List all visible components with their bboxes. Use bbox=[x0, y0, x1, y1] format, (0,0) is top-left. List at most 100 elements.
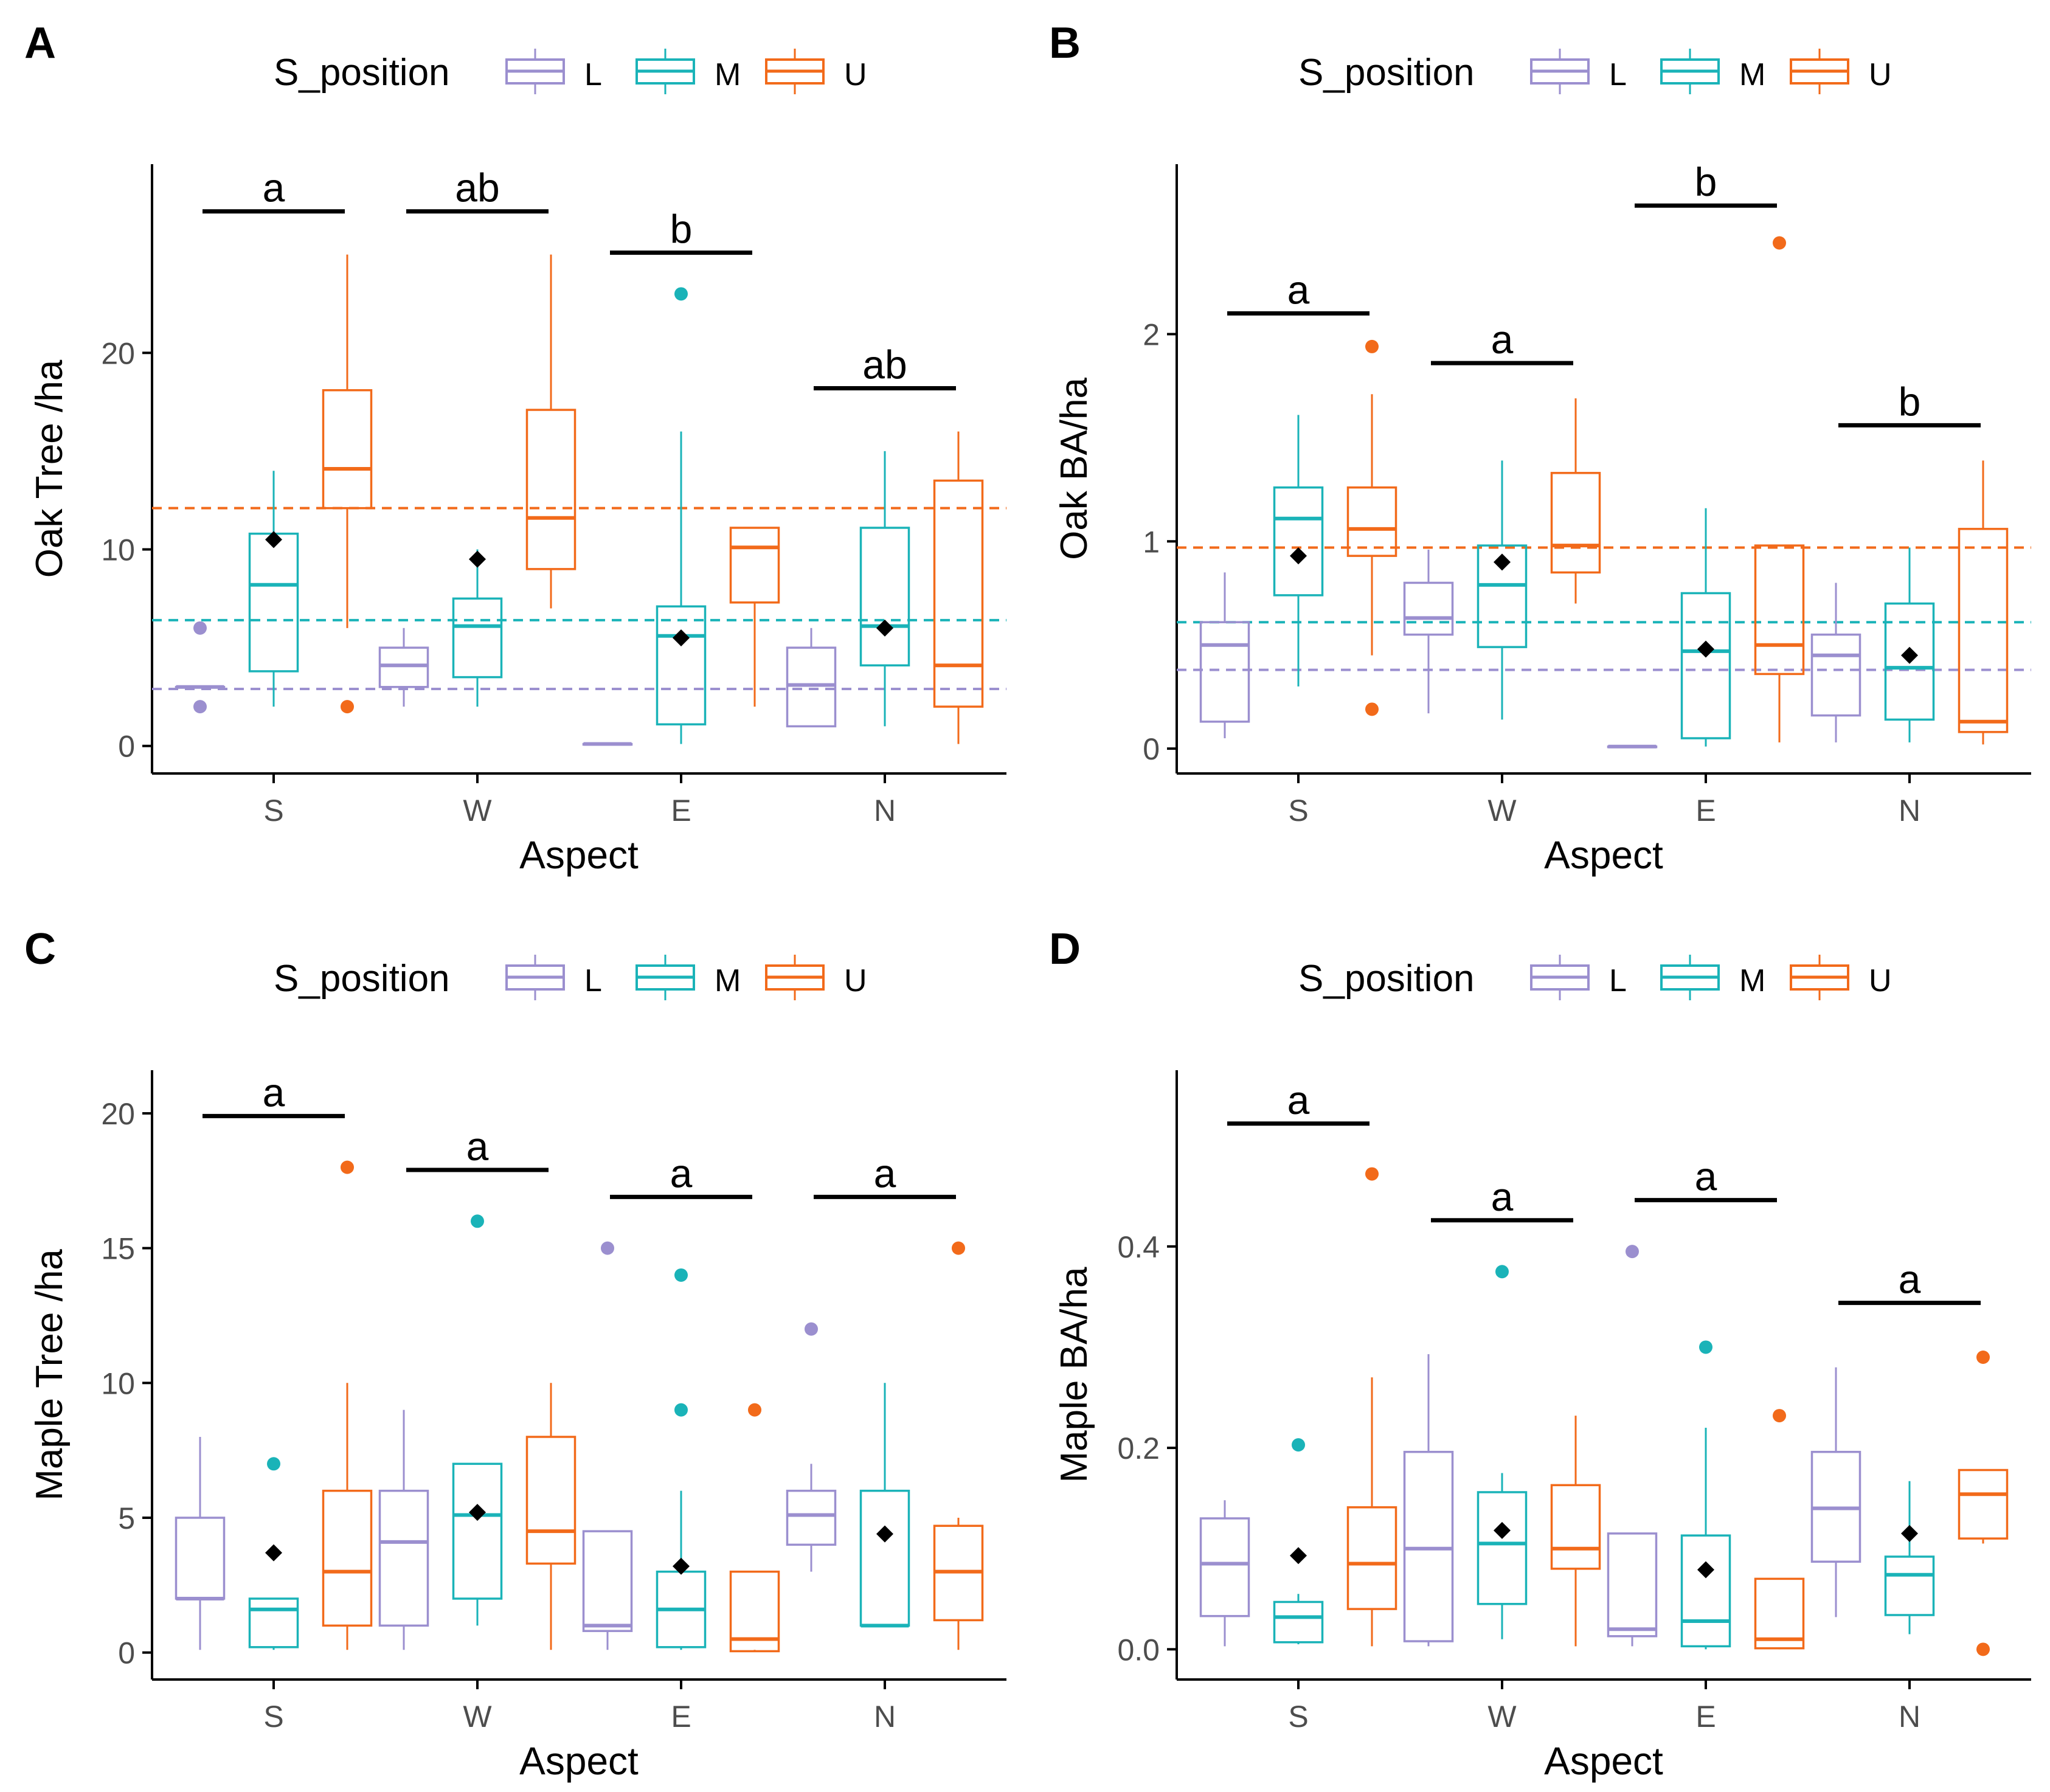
box-n-l bbox=[1810, 583, 1861, 742]
x-tick-label: N bbox=[874, 1700, 896, 1734]
panel-label: C bbox=[24, 925, 56, 974]
box-w-l bbox=[1403, 1354, 1454, 1647]
x-tick-label: S bbox=[263, 1700, 283, 1734]
legend-title: S_position bbox=[1298, 958, 1475, 1000]
box-w-m bbox=[452, 549, 503, 707]
outlier-point bbox=[748, 1403, 761, 1417]
box-n-u bbox=[933, 431, 984, 744]
box-body bbox=[1754, 544, 1805, 676]
box-body bbox=[1884, 602, 1935, 721]
box-s-l bbox=[175, 1436, 226, 1650]
x-tick-label: E bbox=[1695, 794, 1716, 828]
box-s-u bbox=[1346, 339, 1397, 716]
y-axis-title: Oak Tree /ha bbox=[29, 359, 71, 578]
x-tick-label: S bbox=[1288, 1700, 1308, 1734]
mean-marker-n bbox=[876, 619, 893, 637]
box-n-u bbox=[1958, 460, 2009, 745]
box-e-u bbox=[1754, 1409, 1805, 1650]
y-tick-label: 0 bbox=[118, 730, 135, 764]
significance-label: a bbox=[1287, 1078, 1310, 1123]
box-s-m bbox=[1273, 415, 1324, 687]
mean-marker-e bbox=[1697, 640, 1714, 658]
box-body bbox=[1346, 486, 1397, 557]
box-s-u bbox=[1346, 1167, 1397, 1647]
legend-label-l: L bbox=[584, 57, 602, 92]
box-w-m bbox=[452, 1214, 503, 1626]
x-tick-label: W bbox=[463, 1700, 492, 1734]
x-tick-label: N bbox=[874, 794, 896, 828]
legend-label-l: L bbox=[1609, 57, 1627, 92]
box-n-m bbox=[859, 1383, 910, 1628]
mean-marker-n bbox=[1901, 646, 1918, 664]
legend-title: S_position bbox=[1298, 52, 1475, 94]
panel-label: B bbox=[1049, 19, 1081, 67]
x-tick-label: W bbox=[463, 794, 492, 828]
outlier-point bbox=[805, 1322, 818, 1336]
y-axis-title: Maple Tree /ha bbox=[29, 1249, 71, 1501]
significance-label: a bbox=[874, 1150, 896, 1195]
box-body bbox=[378, 1489, 429, 1627]
legend-key-l: L bbox=[1530, 955, 1627, 1000]
mean-marker-w bbox=[1494, 1521, 1511, 1539]
x-tick-label: E bbox=[671, 794, 691, 828]
box-body bbox=[1680, 1534, 1731, 1648]
panel-d: D S_position L M U 0.0 0.2 0.4 S W E N Aspect Maple B… bbox=[1049, 925, 2031, 1783]
legend-key-u: U bbox=[1790, 955, 1892, 1000]
legend: S_position L M U bbox=[1298, 49, 1892, 94]
y-tick-label: 0.0 bbox=[1117, 1633, 1160, 1667]
box-w-l bbox=[378, 1410, 429, 1650]
box-body bbox=[1477, 1491, 1528, 1605]
x-tick-label: W bbox=[1487, 794, 1517, 828]
outlier-point bbox=[1976, 1351, 1990, 1365]
box-s-u bbox=[322, 254, 373, 714]
box-body bbox=[933, 479, 984, 708]
outlier-point bbox=[1626, 1245, 1639, 1259]
box-body bbox=[452, 1462, 503, 1600]
box-w-m bbox=[1477, 460, 1528, 720]
y-tick-label: 0.4 bbox=[1117, 1230, 1160, 1264]
outlier-point bbox=[341, 700, 354, 714]
box-w-u bbox=[1550, 398, 1601, 604]
box-body bbox=[1680, 592, 1731, 739]
mean-marker-s bbox=[1290, 547, 1307, 565]
box-body bbox=[1199, 1517, 1250, 1617]
x-tick-label: E bbox=[671, 1700, 691, 1734]
panel-c: C S_position L M U 0 5 10 15 20 S W E N Aspect Maple Tr… bbox=[24, 925, 1006, 1783]
box-body bbox=[1199, 621, 1250, 723]
box-body bbox=[175, 1517, 226, 1600]
box-body bbox=[1477, 544, 1528, 648]
outlier-point bbox=[1976, 1642, 1990, 1656]
box-body bbox=[322, 1489, 373, 1627]
significance-label: a bbox=[263, 165, 285, 210]
box-body bbox=[656, 605, 707, 725]
box-n-l bbox=[786, 628, 837, 728]
x-axis-title: Aspect bbox=[1544, 1739, 1663, 1783]
box-w-m bbox=[1477, 1265, 1528, 1639]
box-s-m bbox=[248, 471, 299, 707]
box-body bbox=[1403, 581, 1454, 636]
significance-label: a bbox=[1491, 1174, 1514, 1219]
mean-marker-w bbox=[1494, 553, 1511, 571]
legend-label-m: M bbox=[1739, 57, 1765, 92]
box-n-l bbox=[1810, 1367, 1861, 1617]
box-body bbox=[248, 1597, 299, 1648]
box-e-l bbox=[1607, 1245, 1658, 1647]
y-tick-label: 10 bbox=[101, 533, 135, 567]
box-body bbox=[1550, 1484, 1601, 1570]
legend-key-m: M bbox=[635, 49, 741, 94]
box-body bbox=[1810, 633, 1861, 717]
box-e-m bbox=[1680, 508, 1731, 747]
significance-label: ab bbox=[862, 342, 907, 387]
outlier-point bbox=[952, 1241, 965, 1255]
y-tick-label: 1 bbox=[1143, 525, 1160, 559]
box-body bbox=[1958, 528, 2009, 733]
x-axis-title: Aspect bbox=[519, 833, 639, 877]
box-body bbox=[1754, 1577, 1805, 1650]
box-body bbox=[582, 1530, 633, 1632]
box-w-l bbox=[1403, 549, 1454, 714]
box-e-m bbox=[1680, 1340, 1731, 1650]
x-axis-title: Aspect bbox=[519, 1739, 639, 1783]
legend-key-l: L bbox=[1530, 49, 1627, 94]
y-axis-title: Oak BA/ha bbox=[1053, 378, 1095, 560]
